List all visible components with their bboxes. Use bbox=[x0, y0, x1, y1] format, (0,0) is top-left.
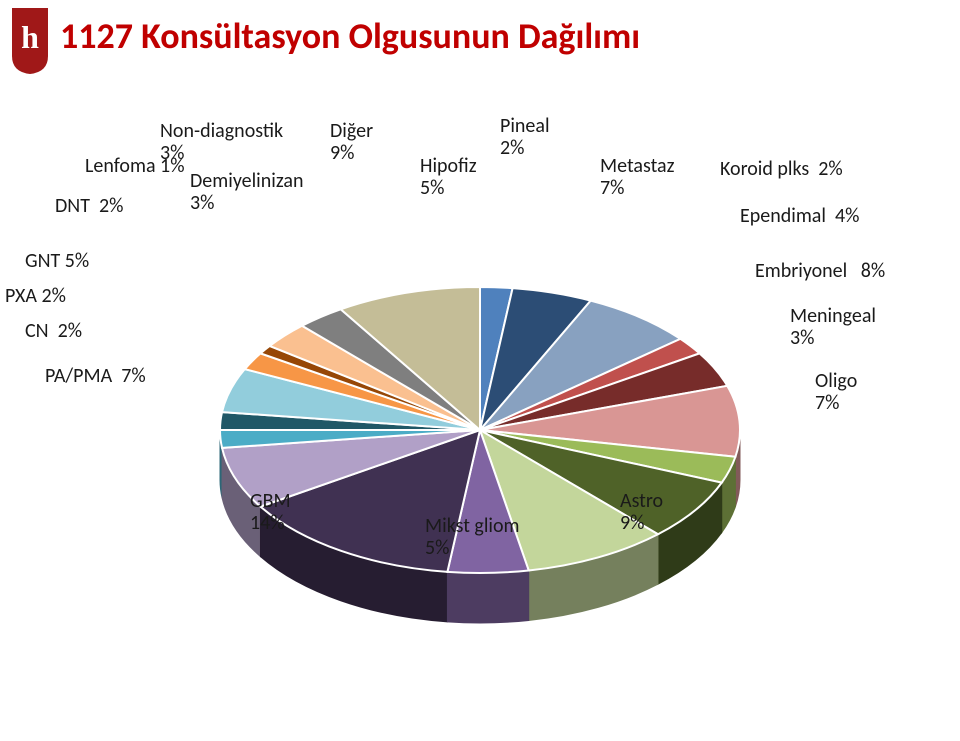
page-title: 1127 Konsültasyon Olgusunun Dağılımı bbox=[60, 14, 640, 58]
slice-label-gnt: GNT 5% bbox=[25, 250, 89, 272]
slice-label-hipofiz: Hipofiz 5% bbox=[420, 155, 477, 199]
slice-label-demiyelinizan: Demiyelinizan 3% bbox=[190, 170, 304, 214]
slice-label-pineal: Pineal 2% bbox=[500, 115, 550, 159]
slice-label-di-er: Diğer 9% bbox=[330, 120, 373, 164]
slice-label-meningeal: Meningeal 3% bbox=[790, 305, 876, 349]
slice-label-non-diagnostik: Non-diagnostik 3% bbox=[160, 120, 283, 164]
pie-side bbox=[447, 570, 528, 623]
slice-label-oligo: Oligo 7% bbox=[815, 370, 857, 414]
slice-label-mikst-gliom: Mikst gliom 5% bbox=[425, 515, 520, 559]
slice-label-pxa: PXA 2% bbox=[5, 285, 66, 307]
slice-label-dnt: DNT 2% bbox=[55, 195, 123, 217]
pie-chart-container: Pineal 2%Hipofiz 5%Metastaz 7%Koroid plk… bbox=[0, 130, 960, 730]
svg-text:h: h bbox=[21, 19, 39, 55]
brand-logo: h bbox=[8, 6, 52, 76]
slice-label-ependimal: Ependimal 4% bbox=[740, 205, 859, 227]
slice-label-astro: Astro 9% bbox=[620, 490, 663, 534]
slice-label-metastaz: Metastaz 7% bbox=[600, 155, 675, 199]
slice-label-cn: CN 2% bbox=[25, 320, 82, 342]
slice-label-pa-pma: PA/PMA 7% bbox=[45, 365, 146, 387]
slice-label-gbm: GBM 14% bbox=[250, 490, 291, 534]
slice-label-embriyonel: Embriyonel 8% bbox=[755, 260, 885, 282]
slice-label-koroid-plks: Koroid plks 2% bbox=[720, 158, 843, 180]
